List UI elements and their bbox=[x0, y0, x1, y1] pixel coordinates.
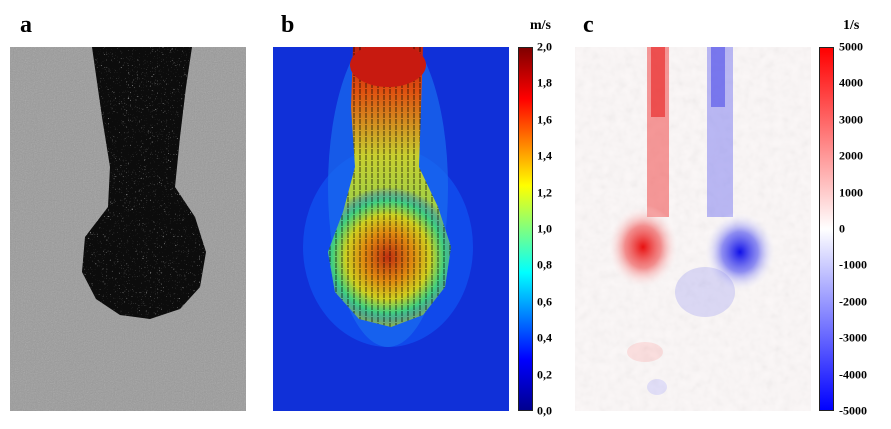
velocity-colorbar-tick-label: 2,0 bbox=[537, 39, 552, 54]
vorticity-colorbar-tick-label: -5000 bbox=[839, 403, 867, 418]
velocity-colorbar-tick-label: 1,2 bbox=[537, 185, 552, 200]
velocity-colorbar bbox=[518, 47, 533, 411]
vorticity-colorbar-tick-label: 0 bbox=[839, 221, 845, 236]
velocity-colorbar-tick-label: 0,0 bbox=[537, 403, 552, 418]
velocity-field bbox=[273, 47, 509, 411]
vorticity-colorbar-tick-label: -1000 bbox=[839, 257, 867, 272]
velocity-unit: m/s bbox=[530, 18, 551, 33]
velocity-colorbar-tick-label: 1,8 bbox=[537, 75, 552, 90]
velocity-colorbar-tick-label: 0,4 bbox=[537, 330, 552, 345]
panel-label-c: c bbox=[583, 12, 594, 38]
vorticity-colorbar-tick-label: 3000 bbox=[839, 112, 863, 127]
vorticity-colorbar-tick-label: 2000 bbox=[839, 148, 863, 163]
vorticity-colorbar bbox=[819, 47, 834, 411]
vorticity-field bbox=[575, 47, 811, 411]
particle-image bbox=[10, 47, 246, 411]
vorticity-colorbar-tick-label: 4000 bbox=[839, 75, 863, 90]
vorticity-colorbar-tick-label: 5000 bbox=[839, 39, 863, 54]
velocity-colorbar-tick-label: 0,6 bbox=[537, 294, 552, 309]
vorticity-colorbar-tick-label: -3000 bbox=[839, 330, 867, 345]
velocity-colorbar-tick-label: 1,6 bbox=[537, 112, 552, 127]
vorticity-colorbar-tick-label: -2000 bbox=[839, 294, 867, 309]
vorticity-colorbar-tick-label: 1000 bbox=[839, 185, 863, 200]
velocity-colorbar-tick-label: 0,2 bbox=[537, 367, 552, 382]
vorticity-unit: 1/s bbox=[843, 18, 860, 33]
panel-label-a: a bbox=[20, 12, 32, 38]
vorticity-colorbar-tick-label: -4000 bbox=[839, 367, 867, 382]
panel-label-b: b bbox=[281, 12, 295, 38]
velocity-colorbar-tick-label: 0,8 bbox=[537, 257, 552, 272]
velocity-colorbar-tick-label: 1,0 bbox=[537, 221, 552, 236]
velocity-colorbar-tick-label: 1,4 bbox=[537, 148, 552, 163]
